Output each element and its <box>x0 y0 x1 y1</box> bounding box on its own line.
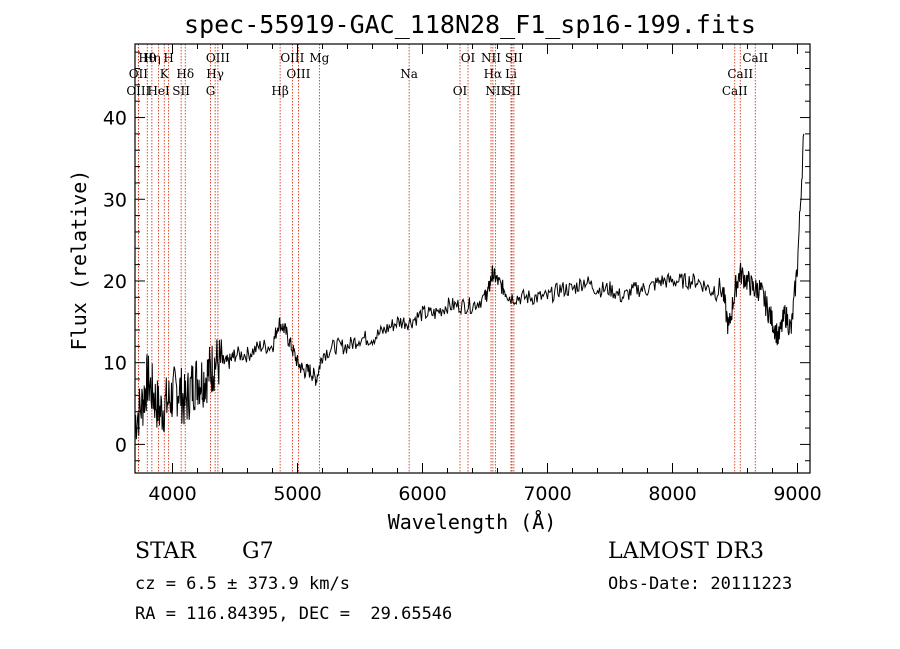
object-subclass: G7 <box>242 539 274 564</box>
spectral-line-label: Hη <box>143 51 161 65</box>
y-tick-label: 30 <box>103 189 127 211</box>
y-tick-label: 40 <box>103 108 127 130</box>
spectral-line-label: Hβ <box>271 84 288 98</box>
spectral-line-label: CaII <box>722 84 748 98</box>
x-tick-label: 5000 <box>273 483 321 505</box>
object-class: STAR <box>135 539 196 564</box>
spectral-line-label: OI <box>461 51 476 65</box>
spectral-line-label: OI <box>453 84 468 98</box>
x-tick-label: 7000 <box>523 483 571 505</box>
spectral-line-label: NII <box>481 51 501 65</box>
spectral-line-label: NII <box>485 84 505 98</box>
y-tick-label: 20 <box>103 271 127 293</box>
survey-label: LAMOST DR3 <box>608 539 764 564</box>
spectral-line-label: Hγ <box>206 67 224 81</box>
redshift-label: cz = 6.5 ± 373.9 km/s <box>135 574 350 594</box>
spectral-line-label: G <box>206 84 216 98</box>
y-axis-label: Flux (relative) <box>67 170 91 351</box>
spectral-line-label: K <box>160 67 170 81</box>
spectrum-line <box>134 133 805 440</box>
spectral-line-label: SII <box>172 84 190 98</box>
spectral-line-label: Hα <box>484 67 503 81</box>
spectral-line-label: OIII <box>286 67 310 81</box>
y-tick-label: 0 <box>115 434 127 456</box>
x-axis-label: Wavelength (Å) <box>388 510 557 534</box>
x-tick-label: 8000 <box>648 483 696 505</box>
spectral-line-label: Hδ <box>176 67 194 81</box>
spectral-line-label: OIII <box>206 51 230 65</box>
spectral-line-label: CaII <box>742 51 768 65</box>
spectral-line-label: OIII <box>126 84 150 98</box>
spectral-line-label: Mg <box>309 51 329 65</box>
obs-date-label: Obs-Date: 20111223 <box>608 574 793 594</box>
coordinates-label: RA = 116.84395, DEC = 29.65546 <box>135 604 453 624</box>
spectral-line-label: CaII <box>727 67 753 81</box>
x-tick-label: 4000 <box>148 483 196 505</box>
spectral-line-label: Na <box>400 67 418 81</box>
emission-lines-layer: HθOIIOIIIHηKHeIHHδSIIOIIIHγGOIIIOIIIHβMg… <box>126 44 768 473</box>
spectral-line-label: HeI <box>147 84 170 98</box>
chart-title: spec-55919-GAC_118N28_F1_sp16-199.fits <box>184 10 756 39</box>
spectral-line-label: SII <box>505 51 523 65</box>
spectral-line-label: Li <box>505 67 517 81</box>
x-tick-label: 9000 <box>773 483 821 505</box>
x-tick-label: 6000 <box>398 483 446 505</box>
spectral-line-label: SII <box>503 84 521 98</box>
y-tick-label: 10 <box>103 353 127 375</box>
plot-frame <box>134 43 811 474</box>
spectral-line-label: H <box>163 51 173 65</box>
spectral-line-label: OIII <box>280 51 304 65</box>
axis-ticks: 4000 5000 6000 7000 8000 9000 0 10 20 30 40 <box>103 44 822 505</box>
